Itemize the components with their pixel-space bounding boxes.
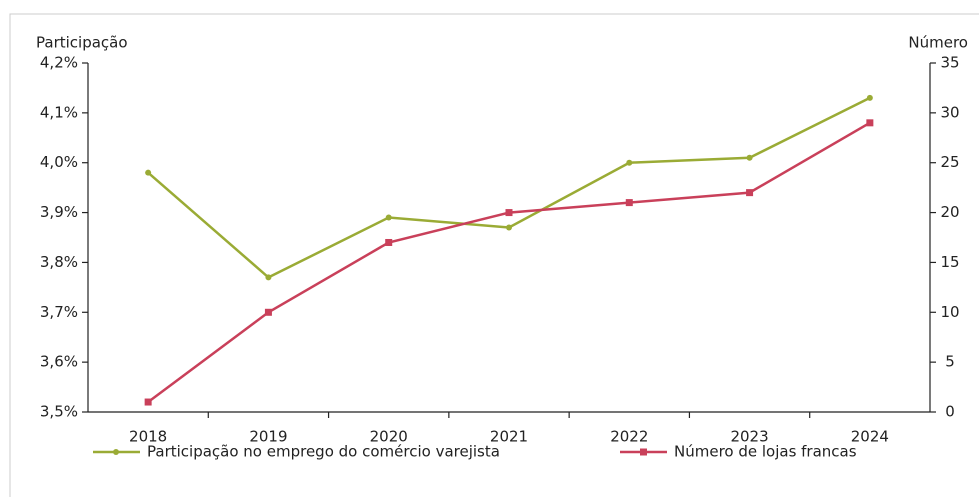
y-tick-label: 4,0% (40, 153, 78, 171)
x-tick-label: 2022 (610, 428, 648, 446)
y-tick-label: 4,1% (40, 103, 78, 121)
y2-tick-label: 0 (945, 403, 955, 421)
y2-tick-label: 5 (945, 353, 955, 371)
point (264, 308, 272, 316)
point (385, 238, 393, 246)
y2-tick-label: 35 (940, 54, 959, 72)
y-tick-label: 3,6% (40, 353, 78, 371)
point (626, 159, 633, 166)
y-tick-label: 3,9% (40, 203, 78, 221)
x-tick-label: 2019 (249, 428, 287, 446)
y-axis-label: Participação (36, 34, 128, 52)
y-tick-label: 3,7% (40, 303, 78, 321)
y-tick-label: 3,8% (40, 253, 78, 271)
point (866, 94, 873, 101)
point (625, 199, 633, 207)
y2-tick-label: 20 (940, 203, 959, 221)
point (866, 119, 874, 127)
x-tick-label: 2021 (490, 428, 528, 446)
x-tick-label: 2020 (370, 428, 408, 446)
point (746, 189, 754, 197)
point (385, 214, 392, 221)
x-tick-label: 2018 (129, 428, 167, 446)
x-tick-label: 2023 (730, 428, 768, 446)
point (746, 154, 753, 161)
legend-marker (113, 449, 119, 455)
y2-axis-label: Número (908, 34, 968, 52)
point (505, 209, 513, 217)
y2-tick-label: 15 (940, 253, 959, 271)
point (265, 274, 272, 281)
y2-tick-label: 30 (940, 103, 959, 121)
legend-marker (640, 448, 647, 456)
y-tick-label: 3,5% (40, 403, 78, 421)
y2-tick-label: 25 (940, 153, 959, 171)
point (506, 224, 512, 231)
series-line (147, 121, 871, 404)
x-tick-label: 2024 (851, 428, 889, 446)
point (144, 398, 152, 406)
legend-label: Participação no emprego do comércio vare… (147, 443, 500, 461)
y2-tick-label: 10 (940, 303, 959, 321)
series-line (147, 96, 871, 279)
point (145, 169, 152, 176)
y-tick-label: 4,2% (40, 54, 78, 72)
frame (9, 13, 979, 497)
legend-label: Número de lojas francas (674, 443, 857, 461)
